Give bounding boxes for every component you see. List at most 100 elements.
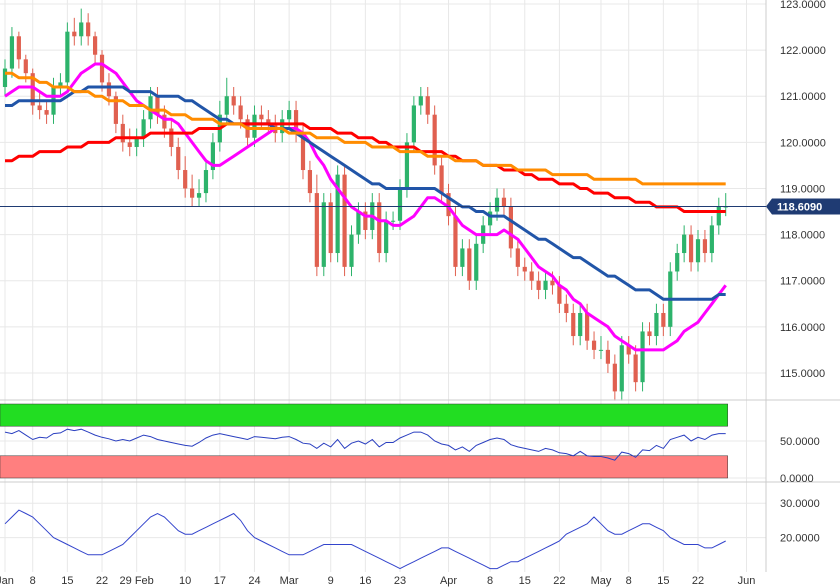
indicator-line xyxy=(4,509,726,570)
candle-body xyxy=(467,248,472,281)
candle-body xyxy=(210,142,215,171)
y-tick-label: 120.0000 xyxy=(780,137,826,149)
candle-body xyxy=(682,234,687,254)
candle-body xyxy=(508,206,513,249)
candle-body xyxy=(529,271,534,281)
candle-body xyxy=(605,349,611,364)
x-tick-label: 9 xyxy=(328,575,334,587)
candle-body xyxy=(585,312,590,341)
y-tick-label: 115.0000 xyxy=(780,368,825,380)
moving-averages xyxy=(4,62,727,352)
x-tick-label: 8 xyxy=(30,575,36,587)
x-tick-label: 22 xyxy=(692,575,704,587)
candle-body xyxy=(300,133,306,171)
candle-body xyxy=(716,206,721,226)
x-tick-label: 17 xyxy=(214,575,226,587)
candle-body xyxy=(183,170,188,189)
y-tick-label: 119.0000 xyxy=(780,183,825,195)
y-tick-label: 117.0000 xyxy=(780,276,825,288)
candle-body xyxy=(30,73,35,106)
candle-body xyxy=(2,68,8,88)
candle-body xyxy=(252,114,257,138)
x-tick-label: Mar xyxy=(280,575,299,587)
candle-body xyxy=(612,363,617,392)
last-price-tag xyxy=(766,198,840,215)
y-tick-label: 122.0000 xyxy=(780,45,826,57)
candle-body xyxy=(231,96,236,106)
x-tick-label: 15 xyxy=(657,575,669,587)
candle-body xyxy=(377,202,382,254)
candle-body xyxy=(633,354,638,383)
candle-body xyxy=(259,114,264,120)
candle-body xyxy=(99,54,105,83)
candle-body xyxy=(16,36,21,60)
x-tick-label: 29 Feb xyxy=(120,575,154,587)
candle-body xyxy=(356,211,361,235)
candle-body xyxy=(148,96,153,120)
x-tick-label: 8 xyxy=(626,575,632,587)
candle-body xyxy=(86,22,91,37)
candle-body xyxy=(640,331,645,383)
candle-body xyxy=(287,110,292,120)
candle-body xyxy=(37,105,42,111)
candle-body xyxy=(397,188,403,221)
candle-body xyxy=(474,243,479,281)
x-tick-label: Apr xyxy=(440,575,457,587)
candle-body xyxy=(58,82,63,88)
x-tick-label: 24 xyxy=(248,575,260,587)
candle-body xyxy=(162,114,167,129)
moving-average-red xyxy=(5,122,726,213)
candle-body xyxy=(342,174,347,267)
candle-body xyxy=(453,216,458,267)
y-tick-label: 118.0000 xyxy=(780,230,825,242)
candle-body xyxy=(307,170,313,194)
candle-body xyxy=(598,349,604,351)
candle-body xyxy=(196,193,202,198)
candle-body xyxy=(411,105,416,143)
candle-body xyxy=(23,59,28,74)
candle-body xyxy=(266,119,271,124)
candle-body xyxy=(134,137,139,147)
candle-body xyxy=(72,31,77,37)
candle-body xyxy=(238,105,243,120)
candle-body xyxy=(661,312,666,327)
x-tick-label: 15 xyxy=(519,575,531,587)
candle-body xyxy=(494,197,500,212)
candle-body xyxy=(328,202,333,254)
y-tick-label: 0.0000 xyxy=(780,473,814,485)
candle-body xyxy=(432,114,437,166)
candle-body xyxy=(384,220,389,254)
indicator-line xyxy=(4,509,726,570)
candle-body xyxy=(688,234,694,263)
oversold-band xyxy=(0,455,728,479)
candle-body xyxy=(404,142,410,189)
candle-body xyxy=(79,22,84,37)
candle-body xyxy=(550,280,555,286)
candle-body xyxy=(654,312,659,337)
y-tick-label: 50.0000 xyxy=(780,436,820,448)
y-tick-label: 20.0000 xyxy=(780,533,820,545)
candle-body xyxy=(702,239,708,254)
candle-body xyxy=(522,266,527,272)
candle-body xyxy=(425,96,430,115)
candle-body xyxy=(176,146,181,171)
moving-average-magenta xyxy=(4,62,727,352)
candle-body xyxy=(647,331,652,337)
x-tick-label: May xyxy=(591,575,612,587)
candle-body xyxy=(501,197,507,207)
x-tick-label: 22 xyxy=(96,575,108,587)
candle-body xyxy=(390,220,396,222)
x-tick-label: 10 xyxy=(179,575,191,587)
moving-average-orange xyxy=(5,71,726,186)
candle-body xyxy=(127,142,132,147)
candle-body xyxy=(169,128,174,147)
candle-body xyxy=(349,234,354,267)
candle-body xyxy=(335,174,340,254)
candle-body xyxy=(155,96,160,115)
candle-body xyxy=(460,248,465,267)
overbought-band xyxy=(0,403,728,427)
candle-body xyxy=(578,312,583,337)
candle-body xyxy=(488,211,493,226)
